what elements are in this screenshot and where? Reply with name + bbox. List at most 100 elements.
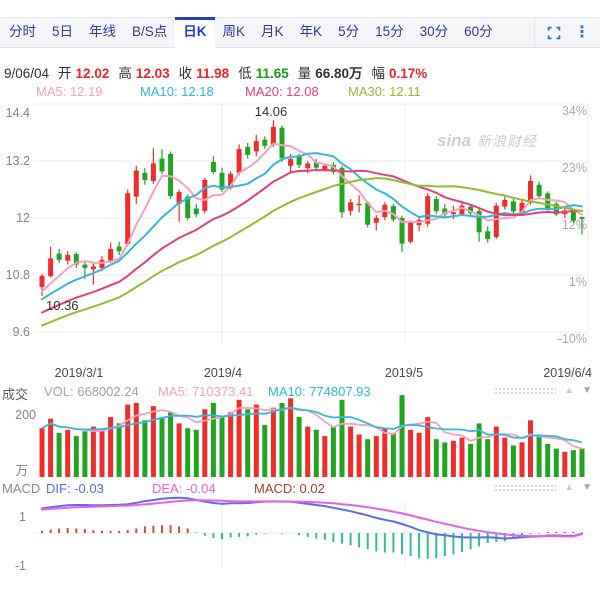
quote-change: 幅 0.17% xyxy=(372,62,428,82)
ma10-value: MA10: 12.18 xyxy=(140,84,214,99)
quote-change-value: 0.17% xyxy=(389,66,428,81)
dif-line xyxy=(41,496,583,540)
macd-panel-label: MACD xyxy=(2,481,41,496)
ma20-value: MA20: 12.08 xyxy=(245,84,319,99)
ma5-line xyxy=(41,142,583,293)
svg-text:34%: 34% xyxy=(562,104,587,118)
macd-axis-labels: 1 -1 xyxy=(15,510,26,573)
quote-fields: 开 12.02 高 12.03 收 11.98 低 11.65 量 66.80万幅 0.17% xyxy=(58,62,427,82)
ma30-line xyxy=(41,177,583,327)
svg-text:13.2: 13.2 xyxy=(6,154,30,168)
vol-value: VOL: 668002.24 xyxy=(44,384,139,399)
fullscreen-icon[interactable] xyxy=(547,26,561,40)
svg-text:2019/4: 2019/4 xyxy=(204,366,242,380)
tab-minute[interactable]: 分时 xyxy=(9,24,36,39)
price-annotations: 14.06 10.36 xyxy=(46,104,287,313)
date-axis: 2019/3/1 2019/4 2019/5 2019/6/4 xyxy=(55,366,592,380)
sina-watermark: sina 新浪财经 xyxy=(437,131,538,150)
svg-text:1%: 1% xyxy=(569,275,587,289)
svg-text:-1: -1 xyxy=(15,559,26,573)
quote-volume-value: 66.80万 xyxy=(315,66,363,81)
svg-text:万: 万 xyxy=(15,464,28,478)
svg-text:10.8: 10.8 xyxy=(6,268,30,282)
quote-close-label: 收 xyxy=(178,66,193,81)
tab-weekly-k[interactable]: 周K xyxy=(222,24,246,39)
svg-text:2019/5: 2019/5 xyxy=(385,366,423,380)
volume-bars xyxy=(39,395,585,478)
vol-ma10-value: MA10: 774807.93 xyxy=(268,384,371,399)
quote-low-value: 11.65 xyxy=(255,66,289,81)
macd-histogram xyxy=(41,525,583,559)
volume-ma10-line xyxy=(41,406,583,444)
svg-text:1: 1 xyxy=(19,510,26,524)
price-gridlines xyxy=(33,103,589,568)
volume-panel-mini-scrollbar[interactable] xyxy=(494,387,557,395)
tab-monthly-k[interactable]: 月K xyxy=(261,24,284,39)
quote-volume: 量 66.80万 xyxy=(298,62,363,82)
svg-text:2019/3/1: 2019/3/1 xyxy=(55,366,104,380)
quote-open-value: 12.02 xyxy=(75,66,110,81)
svg-text:23%: 23% xyxy=(562,161,587,175)
quote-open-label: 开 xyxy=(58,66,72,81)
quote-close-value: 11.98 xyxy=(196,66,230,81)
svg-text:9.6: 9.6 xyxy=(13,325,30,339)
dea-line xyxy=(41,499,583,538)
tab-bar-tabs: 分时 5日 年线 B/S点 日K 周K 月K 年K 5分 15分 30分 60分 xyxy=(0,17,534,48)
quote-high-value: 12.03 xyxy=(135,66,170,81)
svg-text:新浪财经: 新浪财经 xyxy=(477,133,538,149)
tab-daily-k[interactable]: 日K xyxy=(175,17,215,48)
tab-5day[interactable]: 5日 xyxy=(52,24,74,39)
quote-low-label: 低 xyxy=(238,66,252,81)
macd-panel-down-button[interactable]: ▼ xyxy=(582,482,592,493)
macd-panel-mini-scrollbar[interactable] xyxy=(494,484,557,492)
percent-axis-labels: 34% 23% 12% 1% -10% xyxy=(558,104,587,346)
quote-close: 收 11.98 xyxy=(179,62,230,82)
tab-year-line[interactable]: 年线 xyxy=(89,24,117,39)
svg-text:-10%: -10% xyxy=(558,332,587,346)
tab-yearly-k[interactable]: 年K xyxy=(299,24,323,39)
svg-text:sina: sina xyxy=(437,131,471,150)
svg-text:14.4: 14.4 xyxy=(6,106,30,120)
quote-volume-label: 量 xyxy=(297,66,312,81)
dea-value: DEA: -0.04 xyxy=(152,481,216,496)
price-axis-labels: 14.4 13.2 12 10.8 9.6 xyxy=(6,106,30,339)
macd-header: MACD DIF: -0.03 DEA: -0.04 MACD: 0.02 ▲ ▼ xyxy=(0,481,600,498)
svg-text:200: 200 xyxy=(15,408,36,422)
quote-change-label: 幅 xyxy=(371,66,386,81)
volume-panel-up-button[interactable]: ▲ xyxy=(564,385,575,396)
tab-bar-actions: ⋮ xyxy=(534,18,600,47)
ma10-line xyxy=(41,152,583,301)
macd-panel-up-button[interactable]: ▲ xyxy=(564,482,575,493)
quote-high-label: 高 xyxy=(118,66,132,81)
volume-ma5-line xyxy=(41,406,583,450)
macd-value: MACD: 0.02 xyxy=(254,481,325,496)
macd-panel-controls: ▲ ▼ xyxy=(494,483,592,493)
tab-bar: 分时 5日 年线 B/S点 日K 周K 月K 年K 5分 15分 30分 60分 ⋮ xyxy=(0,17,600,48)
volume-panel-label: 成交 xyxy=(2,387,29,402)
svg-text:10.36: 10.36 xyxy=(46,298,79,313)
volume-axis-labels: 200 万 xyxy=(15,408,36,478)
tab-5min[interactable]: 5分 xyxy=(338,24,360,39)
volume-panel-controls: ▲ ▼ xyxy=(494,386,592,396)
quote-low: 低 11.65 xyxy=(238,62,289,82)
svg-text:14.06: 14.06 xyxy=(255,104,288,119)
ma-indicator-row: MA5: 12.19 MA10: 12.18 MA20: 12.08 MA30: 12… xyxy=(0,84,600,101)
quote-date: 9/06/04 xyxy=(4,66,50,81)
ma5-value: MA5: 12.19 xyxy=(36,84,103,99)
dif-value: DIF: -0.03 xyxy=(46,481,104,496)
more-options-icon[interactable]: ⋮ xyxy=(574,23,590,41)
quote-open: 开 12.02 xyxy=(58,62,109,82)
tab-60min[interactable]: 60分 xyxy=(464,24,493,39)
tab-bs-points[interactable]: B/S点 xyxy=(132,24,168,39)
tab-15min[interactable]: 15分 xyxy=(375,24,404,39)
volume-header: 成交 VOL: 668002.24 MA5: 710373.41 MA10: 7748… xyxy=(0,384,600,402)
quote-high: 高 12.03 xyxy=(118,62,169,82)
svg-text:12: 12 xyxy=(16,211,30,225)
volume-panel-down-button[interactable]: ▼ xyxy=(582,385,592,396)
ma20-line xyxy=(41,169,583,314)
quote-summary: 9/06/04 开 12.02 高 12.03 收 11.98 低 11.65 量 66.80万幅… xyxy=(4,62,600,82)
svg-text:2019/6/4: 2019/6/4 xyxy=(543,366,592,380)
tab-30min[interactable]: 30分 xyxy=(419,24,449,39)
ma30-value: MA30: 12.11 xyxy=(348,84,421,99)
